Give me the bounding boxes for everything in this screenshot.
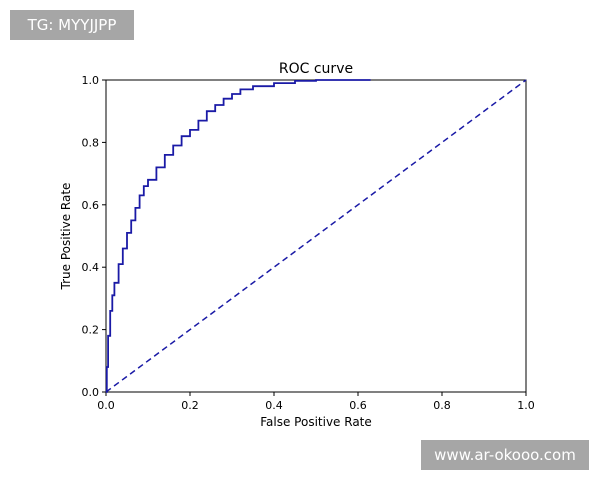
watermark-text: www.ar-okooo.com xyxy=(434,446,576,464)
x-axis-label: False Positive Rate xyxy=(260,415,372,429)
x-tick-label: 0.6 xyxy=(349,399,367,412)
y-axis-ticks: 0.0 0.2 0.4 0.6 0.8 1.0 xyxy=(82,74,106,399)
tag-text: TG: MYYJJPP xyxy=(27,16,117,34)
x-axis-ticks: 0.0 0.2 0.4 0.6 0.8 1.0 xyxy=(97,392,535,412)
x-tick-label: 1.0 xyxy=(517,399,535,412)
y-tick-label: 0.4 xyxy=(82,261,100,274)
roc-curve-line xyxy=(105,79,371,393)
x-tick-label: 0.8 xyxy=(433,399,451,412)
y-tick-label: 0.6 xyxy=(82,199,100,212)
x-tick-label: 0.4 xyxy=(265,399,283,412)
series-layer xyxy=(105,79,527,393)
x-tick-label: 0.0 xyxy=(97,399,115,412)
diagonal-reference-line xyxy=(105,79,527,393)
y-axis-label: True Positive Rate xyxy=(59,183,73,291)
y-tick-label: 0.2 xyxy=(82,324,100,337)
y-tick-label: 0.0 xyxy=(82,386,100,399)
x-tick-label: 0.2 xyxy=(181,399,199,412)
y-tick-label: 0.8 xyxy=(82,136,100,149)
watermark: www.ar-okooo.com xyxy=(421,440,589,470)
tag-badge: TG: MYYJJPP xyxy=(10,10,134,40)
y-tick-label: 1.0 xyxy=(82,74,100,87)
chart-title: ROC curve xyxy=(279,61,353,77)
